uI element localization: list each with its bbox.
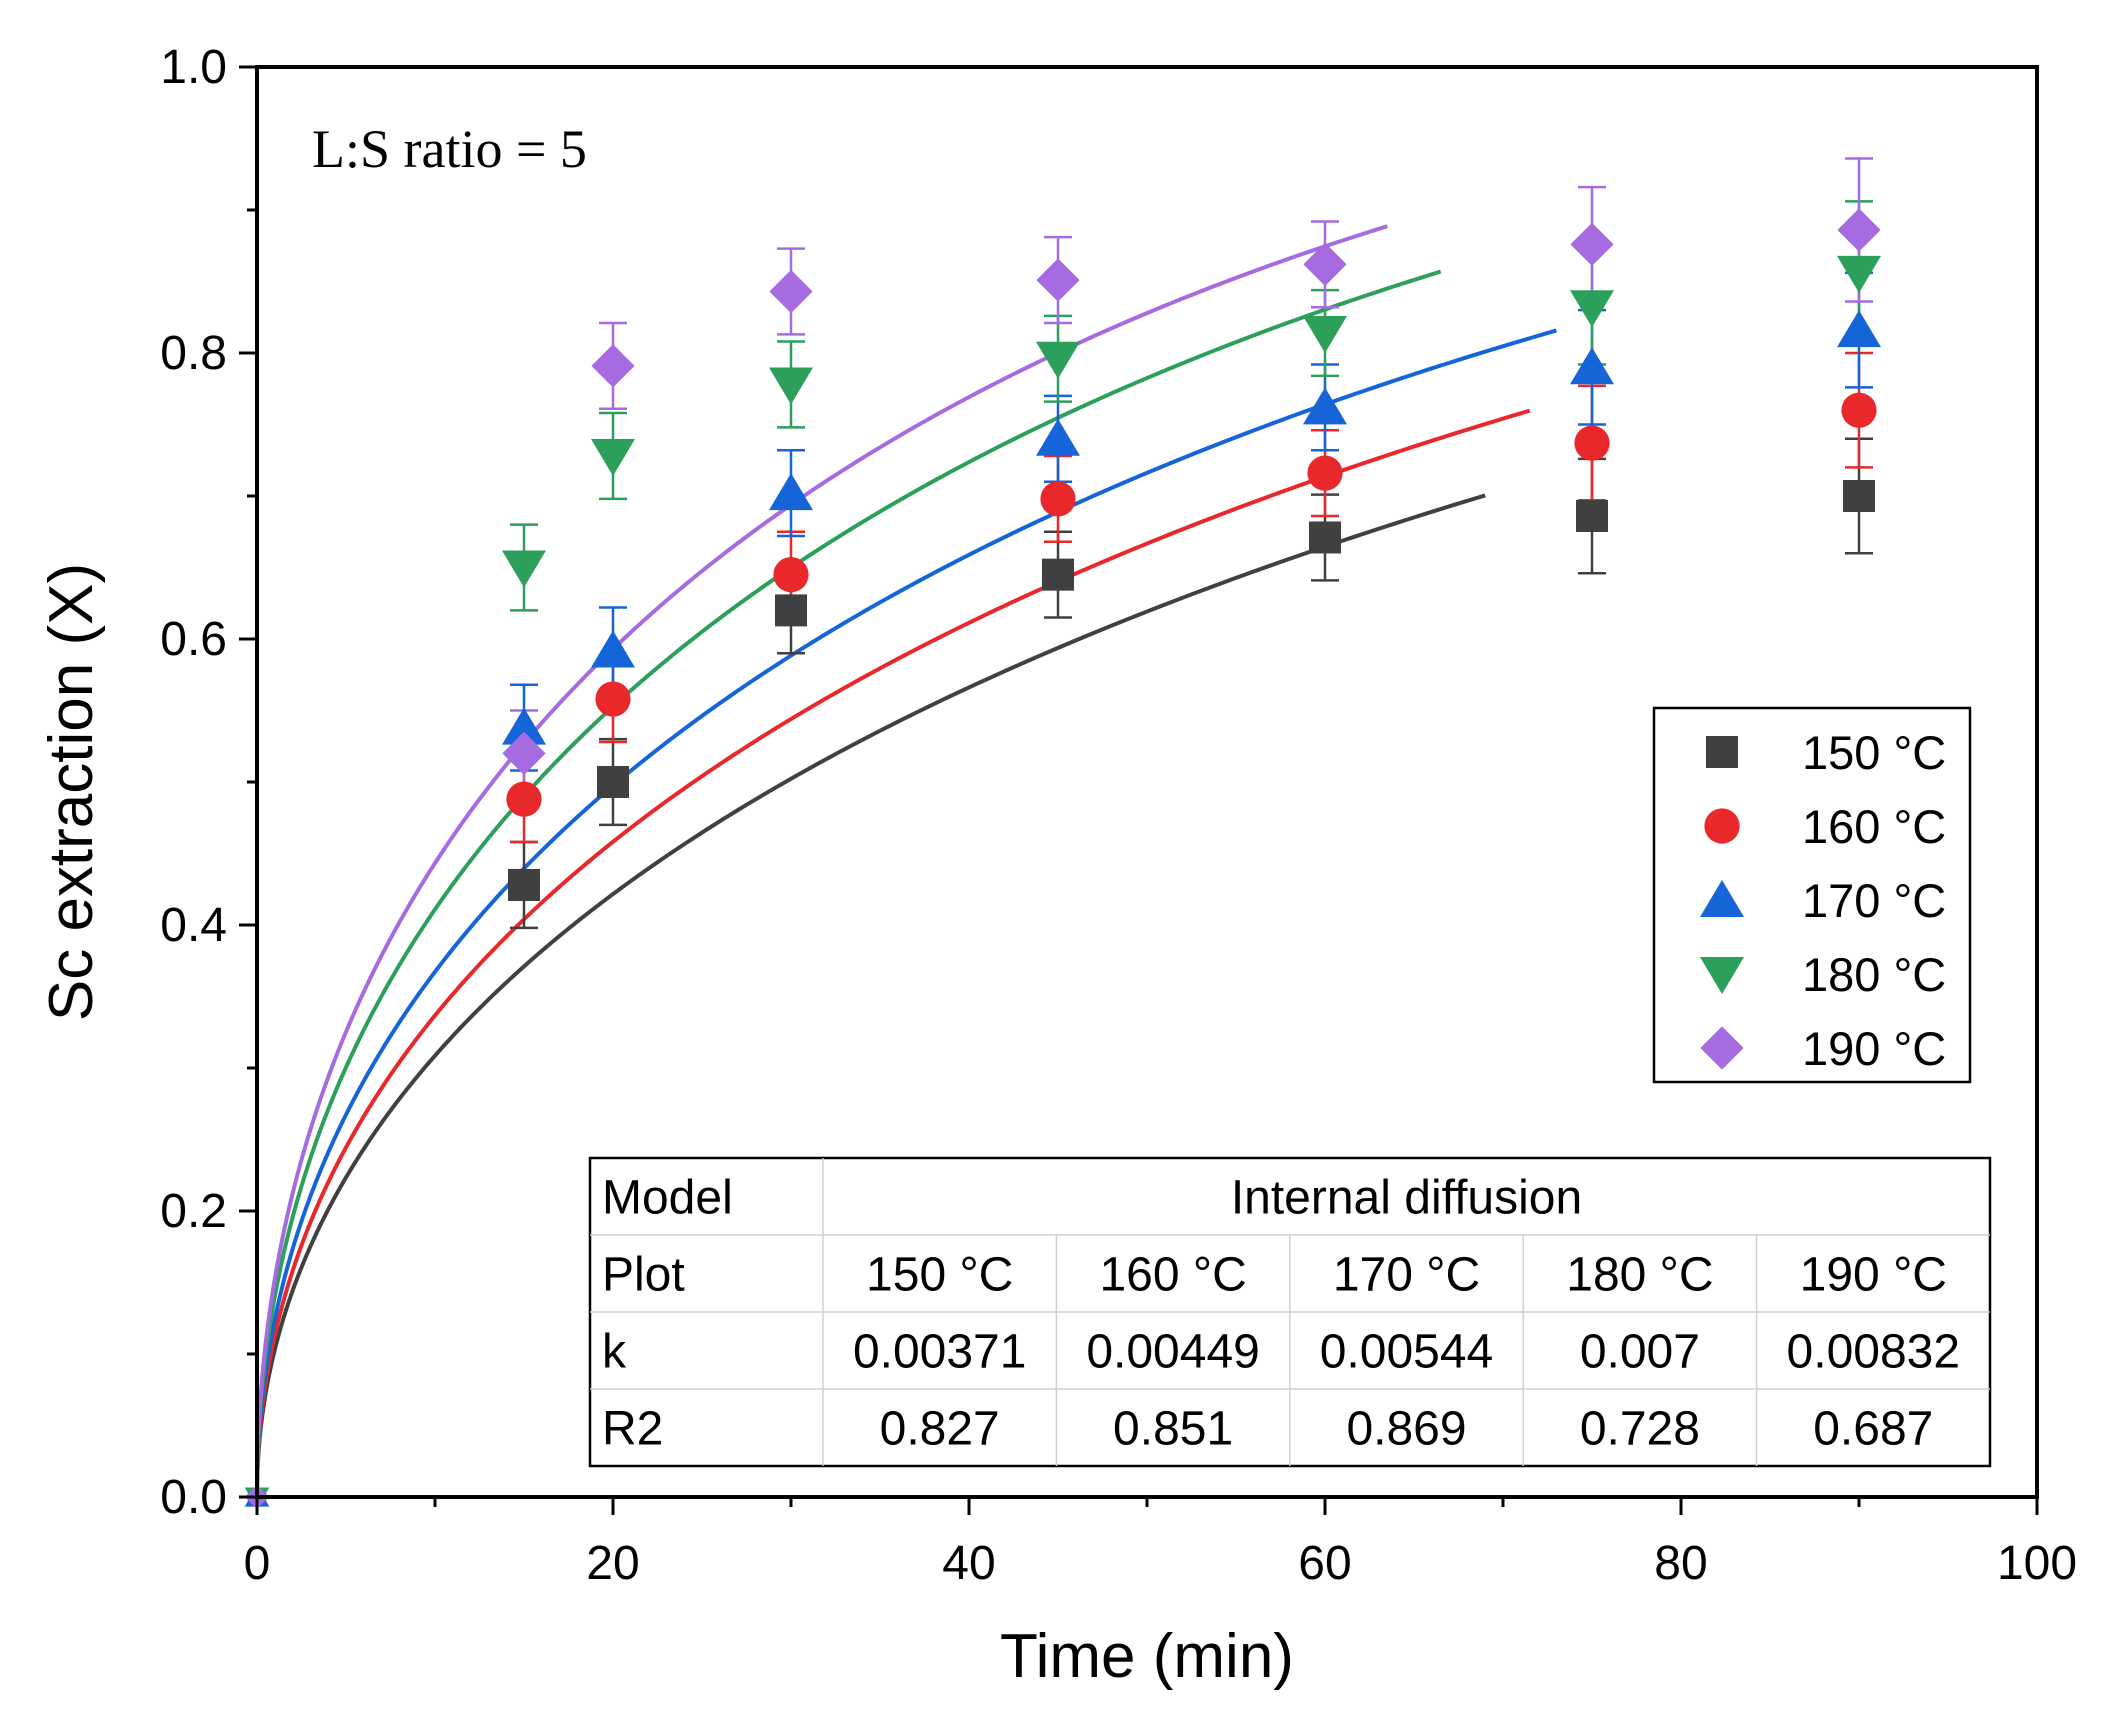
legend-box: [1652, 706, 1972, 1084]
data-point: [502, 707, 546, 745]
x-tick-label: 20: [586, 1537, 639, 1590]
fit-curve: [255, 408, 1531, 1498]
legend-label: 150 °C: [1802, 726, 1946, 779]
legend-label: 170 °C: [1802, 874, 1946, 927]
table-row-header: Model: [602, 1172, 733, 1225]
data-point: [769, 367, 813, 405]
data-point: [506, 781, 542, 817]
tick-labels: 0 20 40 60 80 100 0.0 0.2 0.4 0.6 0.8 1.0: [160, 41, 2077, 1590]
legend-marker: [1700, 1026, 1744, 1070]
table-cell: 0.687: [1813, 1403, 1933, 1456]
x-tick-label: 60: [1298, 1537, 1351, 1590]
legend-marker: [1704, 808, 1740, 844]
y-tick-label: 0.4: [160, 899, 227, 952]
legend-marker: [1700, 880, 1744, 917]
data-point: [1837, 208, 1881, 252]
table-cell: 0.00449: [1086, 1326, 1260, 1379]
table-cell: 0.007: [1580, 1326, 1700, 1379]
data-points: [244, 208, 1881, 1510]
table-cell: 190 °C: [1800, 1249, 1947, 1302]
data-point: [1036, 418, 1080, 456]
data-point: [1303, 387, 1347, 425]
fit-curve: [255, 493, 1486, 1498]
axis-ticks: [239, 65, 2039, 1515]
data-point: [773, 557, 809, 593]
table-cell: 0.00544: [1320, 1326, 1494, 1379]
data-point: [1303, 242, 1347, 286]
table-cell: 0.827: [880, 1403, 1000, 1456]
data-point: [502, 550, 546, 588]
y-tick-label: 0.6: [160, 613, 227, 666]
data-point: [1570, 347, 1614, 385]
data-point: [1040, 481, 1076, 517]
table-cell: 160 °C: [1099, 1249, 1246, 1302]
data-point: [1309, 521, 1341, 554]
data-point: [1036, 258, 1080, 302]
data-point: [1042, 558, 1074, 591]
data-point: [1576, 500, 1608, 533]
legend-label: 190 °C: [1802, 1022, 1946, 1075]
fit-parameter-table: Model Internal diffusion Plot 150 °C 160 °C 1…: [588, 1156, 1992, 1468]
table-cell: 180 °C: [1566, 1249, 1713, 1302]
legend: 150 °C 160 °C 170 °C 180 °C 190 °C: [1652, 706, 1972, 1084]
x-tick-label: 80: [1654, 1537, 1707, 1590]
data-point: [769, 269, 813, 314]
data-point: [1570, 290, 1614, 328]
data-point: [1307, 455, 1343, 491]
x-tick-label: 100: [1997, 1537, 2077, 1590]
y-tick-label: 1.0: [160, 41, 227, 94]
y-axis-title: Sc extraction (X): [37, 563, 106, 1021]
fit-curves: [255, 224, 1557, 1498]
table-cell: Internal diffusion: [1231, 1172, 1582, 1225]
data-point: [1843, 480, 1875, 512]
data-point: [1303, 315, 1347, 353]
fit-curve: [255, 328, 1557, 1498]
table-cell: 0.728: [1580, 1403, 1700, 1456]
data-point: [1837, 255, 1881, 293]
table-cell: 0.851: [1113, 1403, 1233, 1456]
data-point: [1841, 392, 1877, 428]
data-point: [1837, 310, 1881, 348]
fit-curve: [255, 224, 1388, 1498]
table-row-header: R2: [602, 1403, 663, 1456]
data-point: [1574, 425, 1610, 461]
fit-curve: [255, 269, 1442, 1498]
data-point: [1570, 222, 1614, 266]
data-point: [775, 594, 807, 627]
data-point: [591, 344, 635, 388]
data-point: [769, 473, 813, 511]
x-tick-label: 40: [942, 1537, 995, 1590]
table-cell: 0.869: [1346, 1403, 1466, 1456]
y-tick-label: 0.2: [160, 1185, 227, 1238]
table-cell: 0.00371: [853, 1326, 1027, 1379]
legend-marker: [1706, 736, 1738, 768]
data-point: [591, 630, 635, 668]
data-point: [502, 731, 546, 775]
table-cell: 150 °C: [866, 1249, 1013, 1302]
y-tick-label: 0.8: [160, 327, 227, 380]
table-row-header: k: [602, 1326, 627, 1379]
data-point: [597, 766, 629, 798]
data-point: [508, 868, 540, 901]
data-point: [591, 438, 635, 476]
table-cell: 170 °C: [1333, 1249, 1480, 1302]
table-row-header: Plot: [602, 1249, 685, 1302]
data-point: [1036, 341, 1080, 379]
y-tick-label: 0.0: [160, 1471, 227, 1524]
table-cell: 0.00832: [1787, 1326, 1961, 1379]
legend-marker: [1700, 957, 1744, 994]
ratio-annotation: L:S ratio = 5: [312, 119, 587, 179]
data-point: [595, 681, 631, 717]
x-tick-label: 0: [244, 1537, 271, 1590]
legend-label: 180 °C: [1802, 948, 1946, 1001]
legend-label: 160 °C: [1802, 800, 1946, 853]
x-axis-title: Time (min): [1000, 1622, 1294, 1691]
